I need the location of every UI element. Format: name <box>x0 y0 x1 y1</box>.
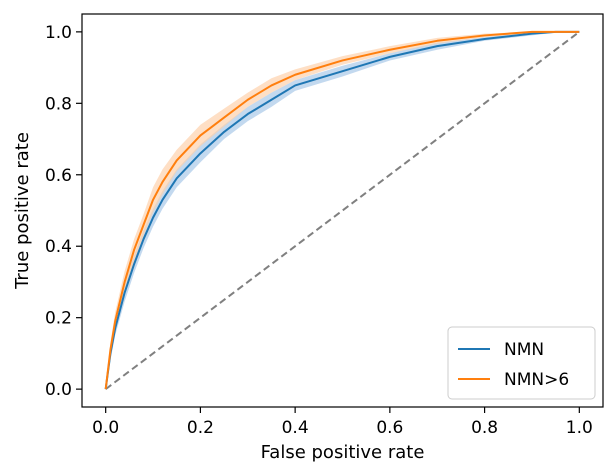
x-tick-label: 0.0 <box>92 418 119 438</box>
series-line-1 <box>104 30 580 390</box>
y-tick-label: 1.0 <box>45 23 72 43</box>
y-tick-label: 0.8 <box>45 94 72 114</box>
legend-label-1: NMN <box>504 340 544 360</box>
x-axis-ticks: 0.0 0.2 0.4 0.6 0.8 1.0 <box>92 407 593 438</box>
legend-label-2: NMN>6 <box>504 370 569 390</box>
y-axis-ticks: 0.0 0.2 0.4 0.6 0.8 1.0 <box>45 23 82 400</box>
x-tick-label: 0.6 <box>376 418 403 438</box>
x-tick-label: 0.2 <box>187 418 214 438</box>
plot-frame <box>81 13 604 408</box>
y-tick-label: 0.2 <box>45 309 72 329</box>
series-lines <box>104 30 580 390</box>
x-axis-label: False positive rate <box>261 442 425 463</box>
y-axis-label: True positive rate <box>12 132 33 290</box>
y-tick-label: 0.4 <box>45 237 72 257</box>
y-tick-label: 0.0 <box>45 380 72 400</box>
legend: NMN NMN>6 <box>447 326 596 400</box>
confidence-band-2 <box>105 31 580 390</box>
y-tick-label: 0.6 <box>45 166 72 186</box>
legend-box <box>447 326 596 400</box>
x-tick-label: 0.8 <box>471 418 498 438</box>
x-tick-label: 0.4 <box>282 418 309 438</box>
confidence-bands <box>105 31 580 390</box>
x-tick-label: 1.0 <box>566 418 593 438</box>
series-line-2 <box>104 30 580 390</box>
